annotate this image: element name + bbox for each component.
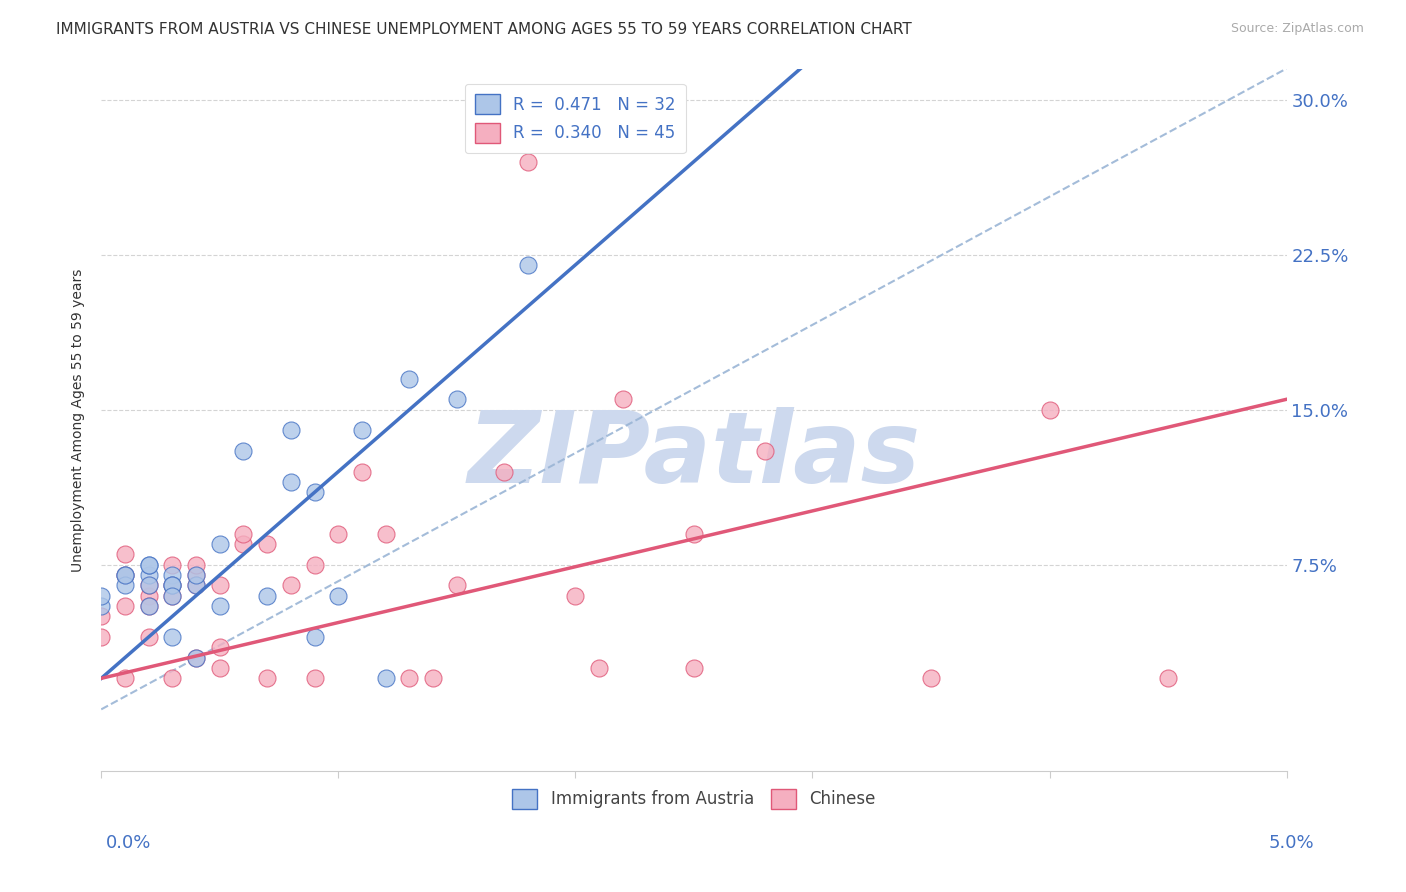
Point	[138, 568, 160, 582]
Point	[398, 671, 420, 685]
Point	[114, 671, 136, 685]
Point	[304, 671, 326, 685]
Point	[138, 578, 160, 592]
Point	[184, 568, 207, 582]
Point	[1157, 671, 1180, 685]
Point	[138, 558, 160, 572]
Point	[184, 578, 207, 592]
Point	[516, 154, 538, 169]
Point	[232, 444, 254, 458]
Point	[90, 630, 112, 644]
Point	[114, 568, 136, 582]
Point	[138, 558, 160, 572]
Text: ZIPatlas: ZIPatlas	[467, 407, 921, 504]
Point	[350, 423, 373, 437]
Point	[114, 599, 136, 613]
Point	[184, 558, 207, 572]
Text: 5.0%: 5.0%	[1270, 834, 1315, 852]
Point	[1038, 402, 1060, 417]
Point	[138, 630, 160, 644]
Point	[162, 589, 184, 603]
Point	[683, 661, 706, 675]
Point	[232, 537, 254, 551]
Point	[162, 578, 184, 592]
Point	[328, 589, 350, 603]
Point	[256, 589, 278, 603]
Point	[162, 558, 184, 572]
Text: 0.0%: 0.0%	[105, 834, 150, 852]
Point	[208, 578, 231, 592]
Point	[588, 661, 610, 675]
Point	[232, 526, 254, 541]
Point	[516, 258, 538, 272]
Point	[374, 526, 396, 541]
Point	[184, 578, 207, 592]
Point	[612, 392, 634, 407]
Point	[184, 650, 207, 665]
Point	[398, 371, 420, 385]
Text: Source: ZipAtlas.com: Source: ZipAtlas.com	[1230, 22, 1364, 36]
Point	[208, 661, 231, 675]
Point	[280, 475, 302, 489]
Point	[304, 558, 326, 572]
Point	[90, 599, 112, 613]
Point	[374, 671, 396, 685]
Point	[138, 589, 160, 603]
Point	[138, 599, 160, 613]
Point	[564, 589, 586, 603]
Point	[162, 671, 184, 685]
Point	[162, 578, 184, 592]
Point	[184, 568, 207, 582]
Point	[162, 630, 184, 644]
Point	[683, 526, 706, 541]
Text: IMMIGRANTS FROM AUSTRIA VS CHINESE UNEMPLOYMENT AMONG AGES 55 TO 59 YEARS CORREL: IMMIGRANTS FROM AUSTRIA VS CHINESE UNEMP…	[56, 22, 912, 37]
Point	[114, 578, 136, 592]
Point	[422, 671, 444, 685]
Point	[162, 589, 184, 603]
Point	[754, 444, 776, 458]
Legend: Immigrants from Austria, Chinese: Immigrants from Austria, Chinese	[506, 782, 882, 816]
Point	[138, 578, 160, 592]
Point	[184, 650, 207, 665]
Point	[256, 671, 278, 685]
Point	[494, 465, 516, 479]
Point	[162, 578, 184, 592]
Point	[138, 599, 160, 613]
Point	[208, 537, 231, 551]
Point	[328, 526, 350, 541]
Point	[280, 423, 302, 437]
Point	[114, 568, 136, 582]
Point	[114, 568, 136, 582]
Point	[256, 537, 278, 551]
Point	[304, 485, 326, 500]
Point	[446, 392, 468, 407]
Point	[304, 630, 326, 644]
Point	[350, 465, 373, 479]
Point	[446, 578, 468, 592]
Point	[208, 640, 231, 655]
Point	[114, 547, 136, 561]
Point	[920, 671, 942, 685]
Y-axis label: Unemployment Among Ages 55 to 59 years: Unemployment Among Ages 55 to 59 years	[72, 268, 86, 572]
Point	[90, 589, 112, 603]
Point	[280, 578, 302, 592]
Point	[90, 609, 112, 624]
Point	[208, 599, 231, 613]
Point	[162, 568, 184, 582]
